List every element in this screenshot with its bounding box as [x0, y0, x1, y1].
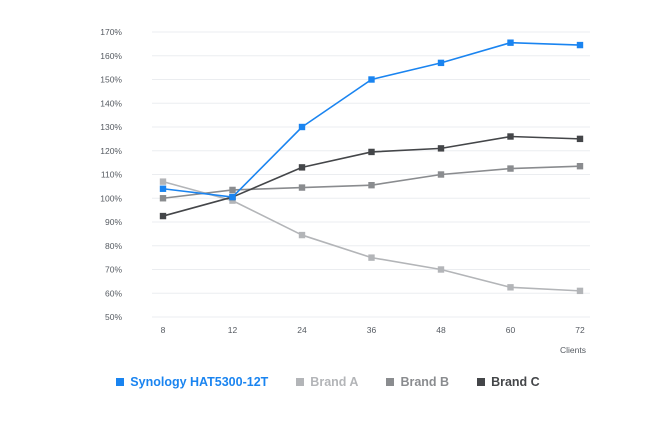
data-point: [298, 164, 306, 171]
data-point: [507, 165, 514, 172]
y-tick-label: 50%: [105, 312, 122, 322]
data-point: [507, 39, 514, 46]
data-point: [159, 195, 167, 202]
data-point: [576, 287, 584, 295]
data-point: [368, 148, 375, 156]
legend: Synology HAT5300-12T Brand A Brand B Brand …: [0, 372, 656, 392]
legend-item-synology-hat5300-12t[interactable]: Synology HAT5300-12T: [116, 375, 268, 389]
series-brand-b: [159, 162, 584, 202]
data-point: [229, 193, 236, 201]
x-axis-title: Clients: [560, 345, 586, 355]
y-tick-label: 60%: [105, 288, 122, 298]
data-point: [437, 59, 445, 67]
y-tick-label: 170%: [100, 27, 122, 37]
y-tick-label: 120%: [100, 146, 122, 156]
legend-item-brand-b[interactable]: Brand B: [386, 375, 449, 389]
data-point: [159, 212, 167, 220]
data-point: [368, 254, 375, 261]
data-point: [229, 197, 236, 204]
data-point: [576, 162, 584, 170]
y-tick-label: 130%: [100, 122, 122, 132]
series-brand-a: [159, 178, 584, 295]
data-point: [437, 145, 445, 152]
y-tick-label: 150%: [100, 75, 122, 85]
data-point: [298, 231, 306, 239]
legend-swatch: [116, 378, 125, 386]
data-point: [159, 178, 167, 185]
x-tick-label: 36: [367, 325, 377, 335]
grid-lines: [152, 31, 590, 318]
data-point: [298, 123, 306, 131]
data-point: [437, 266, 445, 273]
legend-swatch: [477, 378, 486, 386]
legend-swatch: [296, 378, 305, 386]
data-point: [368, 76, 375, 83]
data-point: [437, 171, 445, 178]
series-line-synology-hat5300-12t: [162, 41, 581, 198]
series-brand-c: [159, 133, 584, 220]
series-synology-hat5300-12t: [159, 39, 584, 201]
y-tick-label: 90%: [105, 217, 122, 227]
y-tick-label: 80%: [105, 241, 122, 251]
data-point: [576, 135, 584, 143]
x-tick-label: 72: [575, 325, 585, 335]
legend-item-brand-a[interactable]: Brand A: [296, 375, 358, 389]
data-point: [229, 186, 236, 194]
y-axis-tick-labels: 50% 60% 70% 80% 90% 100% 110% 120% 130% 140% 150% 1…: [100, 27, 122, 322]
y-tick-label: 160%: [100, 51, 122, 61]
y-tick-label: 70%: [105, 265, 122, 275]
legend-label: Brand C: [491, 375, 540, 389]
x-tick-label: 8: [161, 325, 166, 335]
x-tick-label: 60: [506, 325, 516, 335]
legend-swatch: [386, 378, 395, 386]
data-point: [507, 133, 514, 140]
legend-label: Brand A: [310, 375, 359, 389]
y-tick-label: 100%: [100, 193, 122, 203]
data-point: [507, 284, 514, 291]
series-line-brand-c: [162, 135, 581, 217]
data-point: [298, 184, 306, 191]
legend-label: Brand B: [400, 375, 450, 389]
x-axis-tick-labels: 8 12 24 36 48 60 72: [161, 325, 585, 335]
legend-item-brand-c[interactable]: Brand C: [477, 375, 540, 389]
x-tick-label: 12: [228, 325, 238, 335]
x-tick-label: 24: [297, 325, 307, 335]
y-tick-label: 140%: [100, 98, 122, 108]
series-layer: [159, 39, 584, 295]
data-point: [368, 181, 375, 189]
legend-label: Synology HAT5300-12T: [130, 375, 269, 389]
x-tick-label: 48: [436, 325, 446, 335]
y-tick-label: 110%: [101, 170, 123, 180]
data-point: [576, 41, 584, 49]
data-point: [159, 185, 167, 192]
